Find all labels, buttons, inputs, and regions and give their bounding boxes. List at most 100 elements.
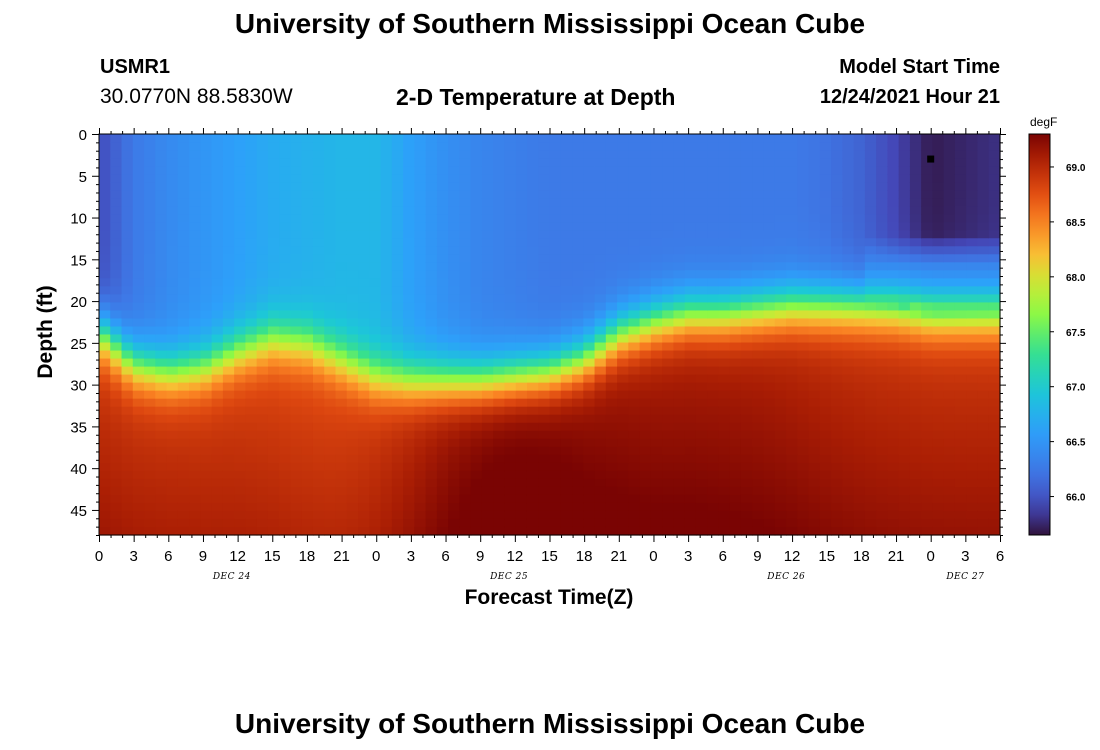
- heatmap-cell: [200, 494, 213, 504]
- heatmap-cell: [403, 286, 415, 295]
- heatmap-cell: [200, 438, 213, 448]
- heatmap-cell: [650, 134, 663, 143]
- heatmap-cell: [786, 366, 798, 376]
- heatmap-cell: [718, 286, 731, 295]
- heatmap-cell: [560, 230, 573, 239]
- heatmap-cell: [99, 198, 111, 207]
- heatmap-cell: [448, 294, 460, 304]
- heatmap-cell: [425, 182, 438, 191]
- heatmap-cell: [774, 326, 787, 336]
- heatmap-cell: [572, 382, 584, 392]
- heatmap-cell: [177, 270, 190, 279]
- heatmap-cell: [324, 206, 337, 215]
- heatmap-cell: [831, 398, 843, 408]
- heatmap-cell: [786, 486, 798, 496]
- heatmap-cell: [403, 238, 415, 247]
- heatmap-cell: [842, 198, 855, 207]
- heatmap-cell: [166, 142, 179, 151]
- heatmap-cell: [763, 142, 776, 151]
- heatmap-cell: [346, 222, 359, 231]
- heatmap-cell: [177, 390, 190, 400]
- heatmap-cell: [831, 318, 843, 328]
- heatmap-cell: [177, 470, 190, 480]
- heatmap-cell: [436, 414, 449, 424]
- heatmap-cell: [515, 150, 528, 159]
- heatmap-cell: [650, 182, 663, 191]
- heatmap-cell: [436, 222, 449, 231]
- heatmap-cell: [853, 278, 866, 287]
- heatmap-cell: [684, 342, 697, 352]
- heatmap-cell: [662, 158, 674, 167]
- heatmap-cell: [605, 270, 618, 279]
- heatmap-cell: [358, 214, 370, 223]
- heatmap-cell: [189, 462, 201, 472]
- heatmap-cell: [279, 510, 292, 520]
- heatmap-cell: [448, 390, 460, 400]
- heatmap-cell: [966, 254, 979, 263]
- heatmap-cell: [448, 430, 460, 440]
- heatmap-cell: [324, 518, 337, 528]
- heatmap-cell: [898, 190, 911, 199]
- heatmap-cell: [864, 502, 877, 512]
- heatmap-cell: [684, 286, 697, 295]
- heatmap-cell: [279, 158, 292, 167]
- heatmap-cell: [290, 262, 303, 271]
- heatmap-cell: [909, 246, 922, 255]
- heatmap-cell: [200, 374, 213, 384]
- heatmap-cell: [628, 286, 641, 295]
- heatmap-cell: [200, 206, 213, 215]
- heatmap-cell: [819, 134, 832, 143]
- heatmap-cell: [797, 502, 810, 512]
- heatmap-cell: [425, 150, 438, 159]
- heatmap-cell: [819, 454, 832, 464]
- heatmap-cell: [414, 326, 427, 336]
- heatmap-cell: [403, 326, 415, 336]
- heatmap-cell: [932, 342, 945, 352]
- heatmap-cell: [436, 286, 449, 295]
- heatmap-cell: [380, 302, 393, 312]
- heatmap-cell: [335, 206, 348, 215]
- heatmap-cell: [695, 454, 708, 464]
- heatmap-cell: [166, 238, 179, 247]
- heatmap-cell: [650, 526, 663, 536]
- heatmap-cell: [335, 214, 348, 223]
- heatmap-cell: [403, 302, 415, 312]
- heatmap-cell: [707, 302, 720, 312]
- heatmap-cell: [639, 294, 652, 304]
- heatmap-cell: [256, 494, 269, 504]
- heatmap-cell: [932, 366, 945, 376]
- heatmap-cell: [436, 342, 449, 352]
- heatmap-cell: [335, 286, 348, 295]
- heatmap-cell: [695, 214, 708, 223]
- heatmap-cell: [121, 390, 134, 400]
- heatmap-cell: [144, 254, 156, 263]
- heatmap-cell: [583, 206, 596, 215]
- heatmap-cell: [200, 174, 213, 183]
- heatmap-cell: [628, 414, 641, 424]
- heatmap-cell: [481, 430, 494, 440]
- heatmap-cell: [245, 150, 258, 159]
- heatmap-cell: [538, 526, 551, 536]
- heatmap-cell: [121, 166, 134, 175]
- heatmap-cell: [481, 422, 494, 432]
- heatmap-cell: [155, 358, 168, 368]
- heatmap-cell: [391, 350, 404, 360]
- heatmap-cell: [346, 158, 359, 167]
- heatmap-cell: [245, 494, 258, 504]
- heatmap-cell: [200, 326, 213, 336]
- heatmap-cell: [481, 486, 494, 496]
- heatmap-cell: [583, 430, 596, 440]
- heatmap-cell: [99, 206, 111, 215]
- heatmap-cell: [932, 286, 945, 295]
- heatmap-cell: [673, 158, 686, 167]
- heatmap-cell: [369, 414, 382, 424]
- heatmap-cell: [639, 262, 652, 271]
- heatmap-cell: [166, 206, 179, 215]
- heatmap-cell: [290, 182, 303, 191]
- heatmap-cell: [391, 462, 404, 472]
- heatmap-cell: [617, 254, 629, 263]
- heatmap-cell: [707, 342, 720, 352]
- heatmap-cell: [876, 254, 888, 263]
- heatmap-cell: [864, 390, 877, 400]
- heatmap-cell: [966, 302, 979, 312]
